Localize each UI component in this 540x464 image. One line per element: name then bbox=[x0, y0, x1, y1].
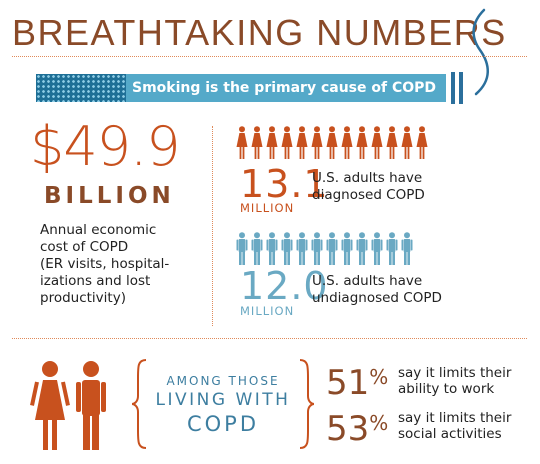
diagnosed-text: U.S. adults have diagnosed COPD bbox=[312, 170, 425, 204]
cost-unit: BILLION bbox=[44, 183, 175, 209]
stat-value: 53 bbox=[326, 409, 370, 449]
text-line: undiagnosed COPD bbox=[312, 290, 442, 306]
description-line: Annual economic bbox=[40, 222, 157, 238]
woman-icon bbox=[386, 126, 398, 159]
woman-icon bbox=[251, 126, 263, 159]
woman-icon bbox=[281, 126, 293, 159]
woman-icon bbox=[416, 126, 428, 159]
diagnosed-number: 13.1 bbox=[240, 162, 329, 206]
text-line: say it limits their bbox=[398, 365, 512, 381]
text-line: diagnosed COPD bbox=[312, 187, 425, 203]
text-line: U.S. adults have bbox=[312, 273, 423, 289]
percent-sign: % bbox=[369, 411, 389, 435]
stat-percent: 53% bbox=[326, 404, 388, 448]
couple-icon bbox=[30, 361, 106, 450]
person-icon bbox=[341, 232, 353, 265]
stat-text: say it limits their social activities bbox=[398, 410, 511, 442]
right-bracket-icon bbox=[299, 359, 315, 449]
woman-icon bbox=[236, 126, 248, 159]
text-line: U.S. adults have bbox=[312, 170, 423, 186]
woman-icon bbox=[311, 126, 323, 159]
undiagnosed-unit: MILLION bbox=[240, 304, 295, 318]
section-divider bbox=[12, 338, 527, 339]
description-line: cost of COPD bbox=[40, 239, 129, 255]
person-icon bbox=[326, 232, 338, 265]
undiagnosed-text: U.S. adults have undiagnosed COPD bbox=[312, 273, 442, 307]
diagnosed-people-row bbox=[236, 126, 428, 160]
person-icon bbox=[401, 232, 413, 265]
person-icon bbox=[236, 232, 248, 265]
description-line: (ER visits, hospital- bbox=[40, 256, 170, 272]
title-divider bbox=[12, 56, 527, 57]
cost-description: Annual economic cost of COPD (ER visits,… bbox=[40, 222, 205, 307]
banner-text: Smoking is the primary cause of COPD bbox=[132, 80, 437, 96]
person-icon bbox=[386, 232, 398, 265]
woman-icon bbox=[401, 126, 413, 159]
person-icon bbox=[251, 232, 263, 265]
vertical-divider bbox=[212, 126, 213, 326]
undiagnosed-people-row bbox=[236, 232, 413, 266]
person-icon bbox=[311, 232, 323, 265]
person-icon bbox=[281, 232, 293, 265]
woman-icon bbox=[371, 126, 383, 159]
text-line: say it limits their bbox=[398, 410, 512, 426]
banner-bar bbox=[451, 72, 455, 104]
page-title: BREATHTAKING NUMBERS bbox=[12, 12, 507, 53]
person-icon bbox=[356, 232, 368, 265]
woman-icon bbox=[266, 126, 278, 159]
description-line: productivity) bbox=[40, 290, 126, 306]
text-line: social activities bbox=[398, 426, 502, 442]
person-icon bbox=[296, 232, 308, 265]
description-line: izations and lost bbox=[40, 273, 151, 289]
living-line-2: LIVING WITH bbox=[155, 390, 291, 410]
woman-icon bbox=[356, 126, 368, 159]
stat-percent: 51% bbox=[326, 358, 388, 402]
living-line-1: AMONG THOSE bbox=[166, 374, 280, 388]
banner-pattern bbox=[36, 74, 126, 102]
stat-value: 51 bbox=[326, 363, 370, 403]
undiagnosed-number: 12.0 bbox=[240, 264, 329, 308]
living-line-3: COPD bbox=[186, 412, 260, 436]
breath-swirl-icon bbox=[472, 8, 489, 96]
diagnosed-unit: MILLION bbox=[240, 201, 295, 215]
woman-icon bbox=[296, 126, 308, 159]
cost-amount: $49.9 bbox=[30, 115, 181, 178]
text-line: ability to work bbox=[398, 381, 495, 397]
person-icon bbox=[266, 232, 278, 265]
woman-icon bbox=[341, 126, 353, 159]
banner-bar bbox=[459, 72, 463, 104]
person-icon bbox=[371, 232, 383, 265]
woman-icon bbox=[326, 126, 338, 159]
percent-sign: % bbox=[369, 365, 389, 389]
left-bracket-icon bbox=[131, 359, 147, 449]
stat-text: say it limits their ability to work bbox=[398, 365, 511, 397]
